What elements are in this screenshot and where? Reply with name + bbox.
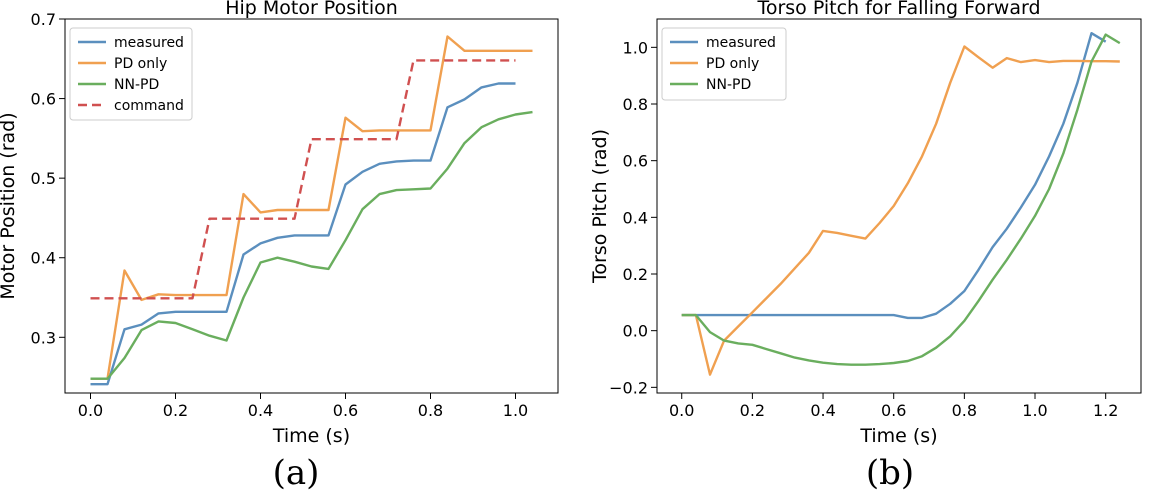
y-tick-label: 0.8: [623, 95, 648, 114]
hip-motor-chart: 0.0 0.2 0.4 0.6 0.8 1.0 0.3 0.4 0.5 0.6 0.7 Hip Mot…: [0, 0, 559, 447]
y-tick-label: 0.0: [623, 322, 648, 341]
x-tick-label: 0.8: [418, 401, 443, 420]
legend-box: [69, 27, 193, 121]
y-tick-label: 0.4: [31, 249, 56, 268]
series-line-measured: [90, 82, 516, 386]
series-line-measured: [681, 32, 1107, 320]
x-axis-label: Time (s): [272, 425, 350, 447]
panel-label-a: (a): [273, 453, 320, 492]
chart-title: Hip Motor Position: [225, 0, 398, 19]
series-line-pd-only: [90, 35, 533, 380]
series-line-command: [90, 59, 516, 300]
legend-label: measured: [114, 35, 184, 51]
plot-frame: [64, 18, 559, 394]
y-tick-label: 0.6: [623, 152, 648, 171]
legend-label: NN-PD: [114, 77, 159, 93]
x-tick-label: 0.0: [78, 401, 103, 420]
x-axis-label: Time (s): [859, 425, 937, 447]
x-tick-label: 0.4: [810, 401, 835, 420]
y-axis-label: Torso Pitch (rad): [589, 129, 611, 284]
legend-box: [661, 27, 787, 101]
torso-pitch-chart: 0.0 0.2 0.4 0.6 0.8 1.0 1.2 −0.2 0.0 0.2 0.4 0.6 0.8…: [589, 0, 1142, 447]
x-tick-label: 1.2: [1093, 401, 1118, 420]
y-tick-label: 0.5: [31, 169, 56, 188]
y-tick-label: 0.7: [31, 10, 56, 29]
x-tick-label: 0.6: [881, 401, 906, 420]
x-tick-label: 0.2: [740, 401, 765, 420]
x-tick-label: 0.8: [952, 401, 977, 420]
legend-label: PD only: [706, 56, 759, 72]
x-tick-label: 0.0: [669, 401, 694, 420]
x-tick-label: 0.4: [248, 401, 273, 420]
plot-frame: [656, 18, 1142, 394]
series-line-pd-only: [681, 45, 1120, 376]
legend-label: measured: [706, 35, 776, 51]
x-tick-label: 1.0: [503, 401, 528, 420]
legend-label: command: [114, 98, 184, 114]
panel-label-b: (b): [866, 453, 914, 492]
y-tick-label: 0.3: [31, 328, 56, 347]
y-tick-label: 0.6: [31, 90, 56, 109]
y-tick-label: 0.4: [623, 208, 648, 227]
series-line-nn-pd: [90, 110, 533, 380]
x-tick-label: 0.6: [333, 401, 358, 420]
y-tick-label: 1.0: [623, 38, 648, 57]
series-line-nn-pd: [681, 33, 1121, 366]
chart-title: Torso Pitch for Falling Forward: [756, 0, 1040, 19]
y-tick-label: 0.2: [623, 265, 648, 284]
y-tick-label: −0.2: [609, 378, 648, 397]
legend-label: PD only: [114, 56, 167, 72]
y-axis-label: Motor Position (rad): [0, 112, 19, 299]
x-tick-label: 1.0: [1022, 401, 1047, 420]
x-tick-label: 0.2: [163, 401, 188, 420]
legend-label: NN-PD: [706, 77, 751, 93]
